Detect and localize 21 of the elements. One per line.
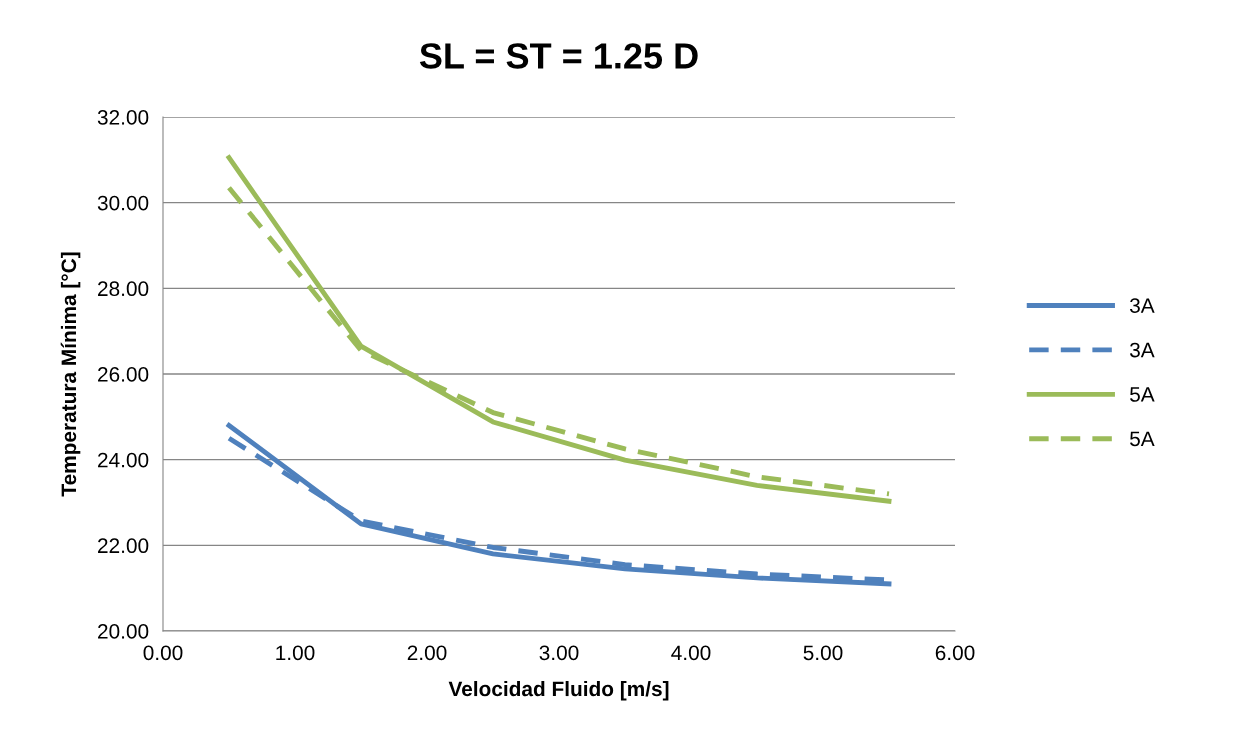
x-tick-label: 6.00 bbox=[935, 645, 975, 661]
y-tick-label: 22.00 bbox=[98, 538, 149, 554]
x-axis-title: Velocidad Fluido [m/s] bbox=[448, 680, 669, 701]
x-tick-label: 3.00 bbox=[539, 645, 579, 661]
y-tick-label: 30.00 bbox=[97, 195, 149, 211]
y-tick-label: 32.00 bbox=[97, 110, 149, 125]
legend-label: 3A bbox=[1129, 298, 1155, 313]
x-tick-label: 0.00 bbox=[143, 645, 183, 661]
x-tick-label: 1.00 bbox=[276, 645, 315, 661]
y-tick-label: 24.00 bbox=[98, 452, 149, 468]
legend-label: 5A bbox=[1130, 431, 1155, 447]
legend-label: 5A bbox=[1130, 387, 1155, 402]
chart-title: SL = ST = 1.25 D bbox=[419, 43, 698, 69]
y-tick-label: 28.00 bbox=[98, 281, 149, 297]
y-tick-label: 20.00 bbox=[98, 624, 149, 639]
legend-label: 3A bbox=[1129, 342, 1155, 358]
y-axis-title: Temperatura Mínima [°C] bbox=[60, 252, 81, 497]
x-tick-label: 2.00 bbox=[407, 645, 447, 661]
x-tick-label: 5.00 bbox=[803, 645, 843, 661]
y-tick-label: 26.00 bbox=[98, 367, 149, 382]
x-tick-label: 4.00 bbox=[671, 645, 711, 661]
